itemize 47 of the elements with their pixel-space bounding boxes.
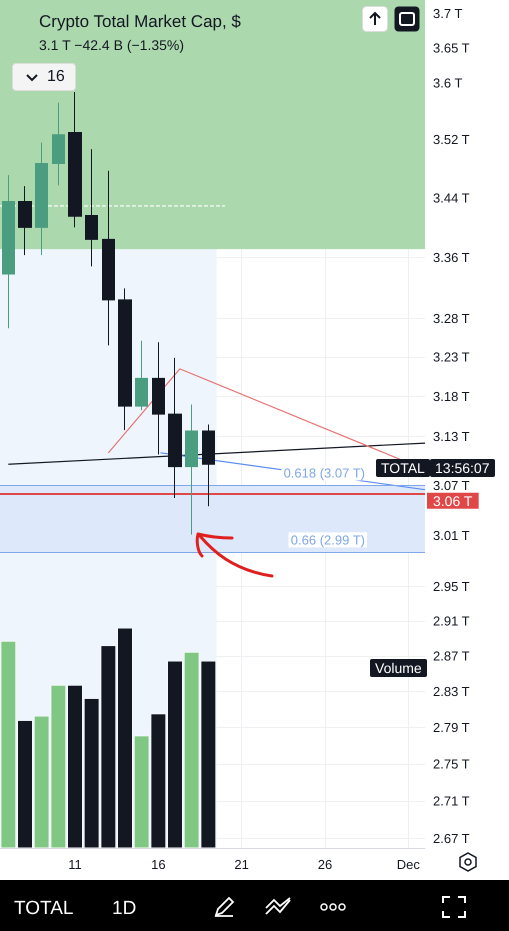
- candlestick: [2, 174, 15, 329]
- candlestick: [102, 170, 115, 346]
- y-tick-label: 3.01 T: [433, 528, 470, 543]
- y-tick-label: 2.67 T: [433, 831, 470, 846]
- y-tick-label: 3.6 T: [433, 75, 462, 90]
- y-tick-label: 2.83 T: [433, 684, 470, 699]
- ref-line-label: 3.06 T: [433, 492, 473, 509]
- y-tick-label: 3.7 T: [433, 6, 462, 22]
- x-tick-label: Dec: [396, 857, 420, 872]
- candlestick: [118, 288, 132, 431]
- y-tick-label: 3.07 T: [433, 478, 470, 494]
- candlestick: [18, 186, 32, 256]
- x-tick-label: 26: [318, 857, 332, 872]
- candlestick: [85, 148, 98, 267]
- y-tick-label: 3.28 T: [433, 310, 470, 326]
- y-tick-label: 2.79 T: [433, 720, 470, 735]
- candlestick: [35, 142, 48, 256]
- y-tick-label: 3.44 T: [433, 190, 470, 206]
- ref-line-label: 0.66 (2.99 T): [290, 532, 365, 548]
- annotation: 16: [12, 63, 76, 91]
- text: Crypto Total Market Cap, $: [39, 12, 242, 31]
- y-tick-label: 3.52 T: [433, 132, 470, 148]
- y-tick-label: 3.13 T: [433, 429, 470, 444]
- text: 1D: [112, 898, 136, 920]
- y-tick-label: 2.71 T: [433, 793, 470, 808]
- bar: [200, 661, 216, 848]
- text: 13:56:07: [430, 459, 494, 477]
- text: 3.1 T −42.4 B (−1.35%): [39, 37, 184, 53]
- y-tick-label: 3.65 T: [433, 40, 470, 56]
- candlestick: [185, 404, 198, 536]
- text: TOTAL: [14, 898, 74, 920]
- y-tick-label: 3.36 T: [433, 250, 470, 265]
- y-tick-label: 2.95 T: [433, 578, 470, 594]
- annotation: TOTAL: [376, 459, 430, 477]
- annotation: Volume: [370, 659, 427, 677]
- candlestick: [135, 340, 148, 411]
- y-tick-label: 2.91 T: [433, 613, 470, 628]
- ref-line-label: 0.618 (3.07 T): [284, 466, 365, 481]
- y-tick-label: 2.75 T: [433, 756, 470, 772]
- y-tick-label: 2.87 T: [433, 648, 470, 664]
- x-tick-label: 16: [151, 857, 166, 872]
- x-tick-label: 21: [234, 857, 249, 872]
- candlestick: [68, 92, 82, 228]
- candlestick: [52, 102, 65, 186]
- y-tick-label: 3.18 T: [433, 389, 470, 404]
- x-tick-label: 11: [68, 857, 82, 872]
- y-tick-label: 3.23 T: [433, 350, 470, 365]
